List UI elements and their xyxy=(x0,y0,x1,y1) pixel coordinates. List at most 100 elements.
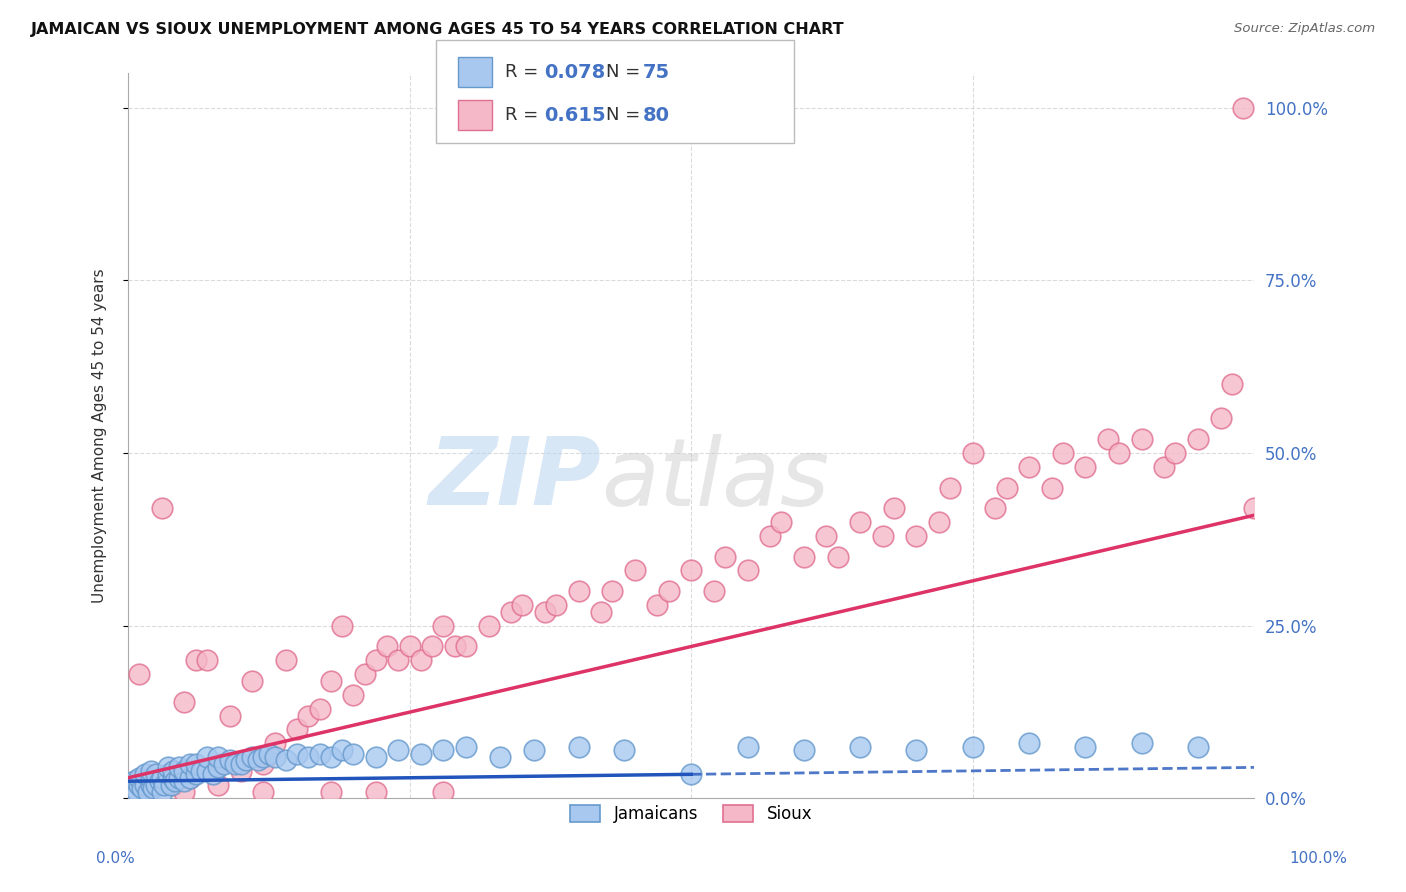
Point xyxy=(905,743,928,757)
Point xyxy=(364,750,387,764)
Point xyxy=(190,764,212,778)
Point xyxy=(962,446,984,460)
Point xyxy=(330,619,353,633)
Point xyxy=(1018,459,1040,474)
Point xyxy=(827,549,849,564)
Point xyxy=(962,739,984,754)
Point xyxy=(681,767,703,781)
Point xyxy=(218,708,240,723)
Point xyxy=(145,767,167,781)
Point xyxy=(342,747,364,761)
Point xyxy=(387,743,409,757)
Point xyxy=(134,767,156,781)
Point xyxy=(1153,459,1175,474)
Point xyxy=(207,750,229,764)
Point xyxy=(319,784,342,798)
Point xyxy=(179,771,201,785)
Point xyxy=(1187,739,1209,754)
Point xyxy=(387,653,409,667)
Point xyxy=(145,778,167,792)
Text: 75: 75 xyxy=(643,62,669,82)
Point xyxy=(568,584,591,599)
Point xyxy=(681,564,703,578)
Point xyxy=(546,598,568,612)
Point xyxy=(285,723,308,737)
Point xyxy=(1097,432,1119,446)
Point xyxy=(939,481,962,495)
Point xyxy=(128,778,150,792)
Point xyxy=(770,515,793,529)
Point xyxy=(156,767,179,781)
Point xyxy=(364,784,387,798)
Text: atlas: atlas xyxy=(602,434,830,524)
Point xyxy=(229,764,252,778)
Point xyxy=(499,605,522,619)
Point xyxy=(184,767,207,781)
Text: R =: R = xyxy=(505,63,544,81)
Point xyxy=(201,767,224,781)
Point xyxy=(207,778,229,792)
Point xyxy=(1108,446,1130,460)
Point xyxy=(139,771,162,785)
Point xyxy=(793,743,815,757)
Point xyxy=(127,784,149,798)
Point xyxy=(274,653,297,667)
Point xyxy=(252,750,274,764)
Point xyxy=(134,778,156,792)
Point xyxy=(1209,411,1232,425)
Point xyxy=(1074,459,1097,474)
Point xyxy=(984,501,1007,516)
Point xyxy=(142,781,165,796)
Point xyxy=(184,756,207,771)
Point xyxy=(330,743,353,757)
Point xyxy=(263,750,285,764)
Point xyxy=(454,739,477,754)
Point xyxy=(212,756,235,771)
Point xyxy=(759,529,782,543)
Point xyxy=(647,598,669,612)
Point xyxy=(1130,432,1153,446)
Point xyxy=(160,778,183,792)
Point xyxy=(173,695,195,709)
Point xyxy=(139,778,162,792)
Point xyxy=(364,653,387,667)
Point xyxy=(1040,481,1063,495)
Point xyxy=(995,481,1018,495)
Point xyxy=(703,584,725,599)
Point xyxy=(872,529,894,543)
Point xyxy=(224,756,246,771)
Point xyxy=(1187,432,1209,446)
Point xyxy=(207,756,229,771)
Point xyxy=(1074,739,1097,754)
Point xyxy=(849,739,872,754)
Point xyxy=(308,701,330,715)
Text: N =: N = xyxy=(606,63,645,81)
Point xyxy=(342,688,364,702)
Text: ZIP: ZIP xyxy=(429,434,602,525)
Point xyxy=(488,750,510,764)
Point xyxy=(319,673,342,688)
Point xyxy=(624,564,647,578)
Point xyxy=(613,743,636,757)
Point xyxy=(568,739,591,754)
Point xyxy=(149,774,172,789)
Point xyxy=(737,564,759,578)
Point xyxy=(257,747,280,761)
Text: 0.0%: 0.0% xyxy=(96,851,135,865)
Point xyxy=(477,619,499,633)
Point xyxy=(297,750,319,764)
Point xyxy=(153,778,176,792)
Point xyxy=(173,784,195,798)
Point xyxy=(420,640,443,654)
Point xyxy=(150,771,173,785)
Y-axis label: Unemployment Among Ages 45 to 54 years: Unemployment Among Ages 45 to 54 years xyxy=(93,268,107,603)
Point xyxy=(432,743,454,757)
Point xyxy=(319,750,342,764)
Point xyxy=(179,771,201,785)
Point xyxy=(602,584,624,599)
Point xyxy=(138,784,160,798)
Point xyxy=(928,515,950,529)
Point xyxy=(184,653,207,667)
Point xyxy=(122,774,145,789)
Point xyxy=(1243,501,1265,516)
